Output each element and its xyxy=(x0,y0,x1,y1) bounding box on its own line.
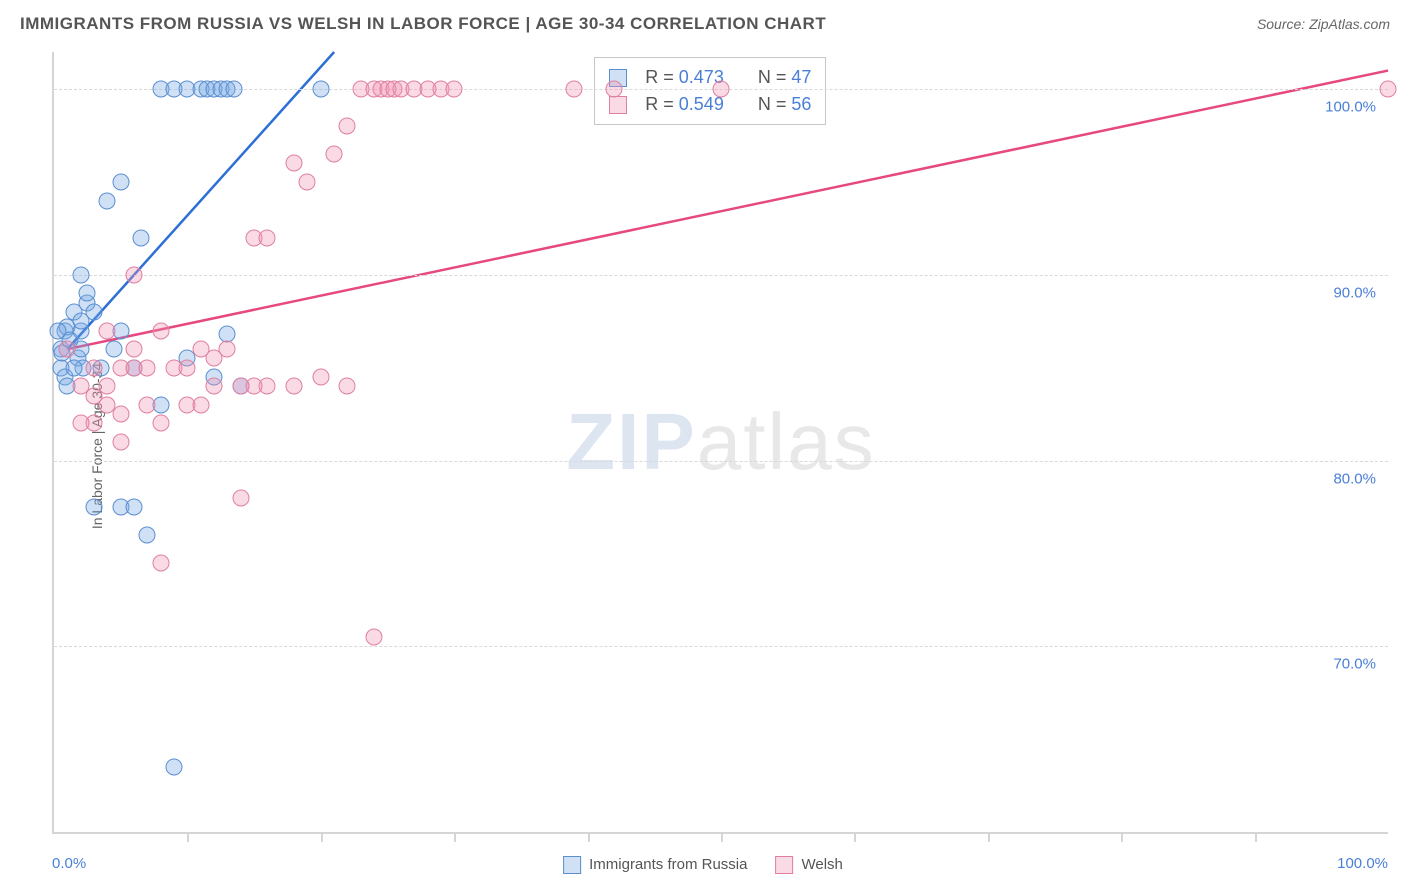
y-tick-label: 80.0% xyxy=(1333,470,1376,487)
x-tick-max: 100.0% xyxy=(1337,855,1388,872)
data-point xyxy=(50,322,67,339)
data-point xyxy=(152,415,169,432)
legend-item: Welsh xyxy=(775,856,842,874)
x-tick xyxy=(187,832,189,842)
x-tick xyxy=(588,832,590,842)
legend-swatch xyxy=(609,96,627,114)
scatter-chart: ZIPatlas R = 0.473N = 47R = 0.549N = 56 xyxy=(52,52,1388,834)
data-point xyxy=(139,526,156,543)
y-tick-label: 70.0% xyxy=(1333,656,1376,673)
data-point xyxy=(99,378,116,395)
data-point xyxy=(166,759,183,776)
data-point xyxy=(232,489,249,506)
chart-header: IMMIGRANTS FROM RUSSIA VS WELSH IN LABOR… xyxy=(0,0,1406,48)
data-point xyxy=(206,378,223,395)
data-point xyxy=(79,285,96,302)
y-tick-label: 90.0% xyxy=(1333,284,1376,301)
data-point xyxy=(326,146,343,163)
data-point xyxy=(112,406,129,423)
x-tick xyxy=(988,832,990,842)
chart-overlay xyxy=(54,52,1388,832)
x-tick xyxy=(454,832,456,842)
data-point xyxy=(566,81,583,98)
data-point xyxy=(72,266,89,283)
data-point xyxy=(126,266,143,283)
x-tick xyxy=(721,832,723,842)
data-point xyxy=(312,369,329,386)
data-point xyxy=(286,378,303,395)
legend-label: Immigrants from Russia xyxy=(589,856,747,873)
gridline xyxy=(54,275,1388,276)
data-point xyxy=(286,155,303,172)
legend-swatch xyxy=(563,856,581,874)
data-point xyxy=(446,81,463,98)
data-point xyxy=(86,359,103,376)
correlation-stats-box: R = 0.473N = 47R = 0.549N = 56 xyxy=(594,57,826,125)
y-tick-label: 100.0% xyxy=(1325,99,1376,116)
data-point xyxy=(152,554,169,571)
data-point xyxy=(179,359,196,376)
data-point xyxy=(1380,81,1397,98)
x-tick xyxy=(321,832,323,842)
data-point xyxy=(99,322,116,339)
data-point xyxy=(226,81,243,98)
data-point xyxy=(366,629,383,646)
data-point xyxy=(339,378,356,395)
data-point xyxy=(66,359,83,376)
x-tick xyxy=(1255,832,1257,842)
data-point xyxy=(139,359,156,376)
x-tick xyxy=(1121,832,1123,842)
data-point xyxy=(192,396,209,413)
data-point xyxy=(246,378,263,395)
data-point xyxy=(132,229,149,246)
legend-label: Welsh xyxy=(801,856,842,873)
data-point xyxy=(312,81,329,98)
data-point xyxy=(126,341,143,358)
data-point xyxy=(139,396,156,413)
data-point xyxy=(106,341,123,358)
legend-swatch xyxy=(775,856,793,874)
legend-item: Immigrants from Russia xyxy=(563,856,747,874)
data-point xyxy=(86,304,103,321)
data-point xyxy=(59,341,76,358)
gridline xyxy=(54,461,1388,462)
data-point xyxy=(112,359,129,376)
data-point xyxy=(339,118,356,135)
x-tick xyxy=(854,832,856,842)
data-point xyxy=(112,174,129,191)
source-attribution: Source: ZipAtlas.com xyxy=(1257,16,1390,32)
data-point xyxy=(152,322,169,339)
stats-row: R = 0.549N = 56 xyxy=(609,91,811,118)
bottom-legend: Immigrants from Russia Welsh xyxy=(563,856,843,874)
data-point xyxy=(606,81,623,98)
x-tick-min: 0.0% xyxy=(52,855,86,872)
data-point xyxy=(126,499,143,516)
watermark: ZIPatlas xyxy=(566,396,875,488)
chart-title: IMMIGRANTS FROM RUSSIA VS WELSH IN LABOR… xyxy=(20,14,826,34)
data-point xyxy=(219,341,236,358)
data-point xyxy=(86,499,103,516)
data-point xyxy=(713,81,730,98)
stats-row: R = 0.473N = 47 xyxy=(609,64,811,91)
data-point xyxy=(99,192,116,209)
data-point xyxy=(72,415,89,432)
data-point xyxy=(112,434,129,451)
gridline xyxy=(54,646,1388,647)
data-point xyxy=(299,174,316,191)
data-point xyxy=(259,229,276,246)
